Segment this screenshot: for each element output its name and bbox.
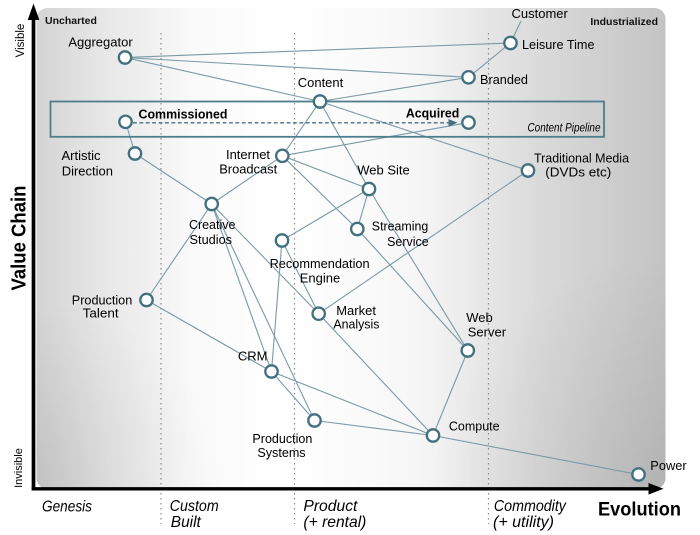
svg-text:Uncharted: Uncharted xyxy=(45,15,97,27)
svg-text:(DVDs etc): (DVDs etc) xyxy=(545,165,611,180)
svg-text:Customer: Customer xyxy=(512,6,569,21)
svg-text:Compute: Compute xyxy=(449,419,500,434)
svg-text:Power: Power xyxy=(650,458,687,473)
svg-text:Genesis: Genesis xyxy=(42,499,92,516)
svg-text:Service: Service xyxy=(387,234,429,249)
svg-text:Content Pipeline: Content Pipeline xyxy=(528,123,601,135)
svg-text:Value Chain: Value Chain xyxy=(8,186,30,291)
svg-text:Creative: Creative xyxy=(189,217,236,232)
svg-text:Leisure Time: Leisure Time xyxy=(522,37,595,52)
svg-text:(+ rental): (+ rental) xyxy=(303,514,366,531)
svg-text:(+ utility): (+ utility) xyxy=(493,514,554,531)
svg-text:Production: Production xyxy=(72,292,133,307)
svg-text:Market: Market xyxy=(336,303,376,318)
svg-text:Visible: Visible xyxy=(15,24,27,58)
svg-text:Production: Production xyxy=(252,431,312,446)
svg-text:CRM: CRM xyxy=(238,349,268,364)
svg-text:Traditional Media: Traditional Media xyxy=(534,151,630,166)
svg-text:Engine: Engine xyxy=(300,271,340,286)
svg-text:Server: Server xyxy=(468,324,507,339)
svg-text:Aggregator: Aggregator xyxy=(68,35,133,50)
svg-text:Direction: Direction xyxy=(62,163,113,178)
svg-text:Broadcast: Broadcast xyxy=(219,162,277,177)
svg-text:Evolution: Evolution xyxy=(598,500,681,521)
svg-text:Built: Built xyxy=(171,514,202,531)
svg-text:Product: Product xyxy=(303,498,358,515)
svg-text:Internet: Internet xyxy=(226,147,270,162)
svg-text:Acquired: Acquired xyxy=(406,105,460,120)
svg-text:Systems: Systems xyxy=(257,445,306,460)
svg-text:Content: Content xyxy=(298,75,344,90)
svg-text:Web: Web xyxy=(466,310,493,325)
svg-text:Web Site: Web Site xyxy=(357,162,410,177)
svg-text:Streaming: Streaming xyxy=(372,219,429,234)
svg-text:Industrialized: Industrialized xyxy=(590,16,658,28)
svg-text:Talent: Talent xyxy=(83,305,119,320)
svg-text:Branded: Branded xyxy=(480,72,528,87)
svg-text:Commissioned: Commissioned xyxy=(139,106,228,121)
svg-text:Artistic: Artistic xyxy=(62,148,102,163)
svg-text:Recommendation: Recommendation xyxy=(270,256,370,271)
svg-text:Custom: Custom xyxy=(170,498,219,515)
svg-text:Studios: Studios xyxy=(190,232,233,247)
svg-text:Commodity: Commodity xyxy=(494,498,567,515)
svg-text:Analysis: Analysis xyxy=(333,317,380,332)
svg-text:Invisible: Invisible xyxy=(13,448,25,488)
